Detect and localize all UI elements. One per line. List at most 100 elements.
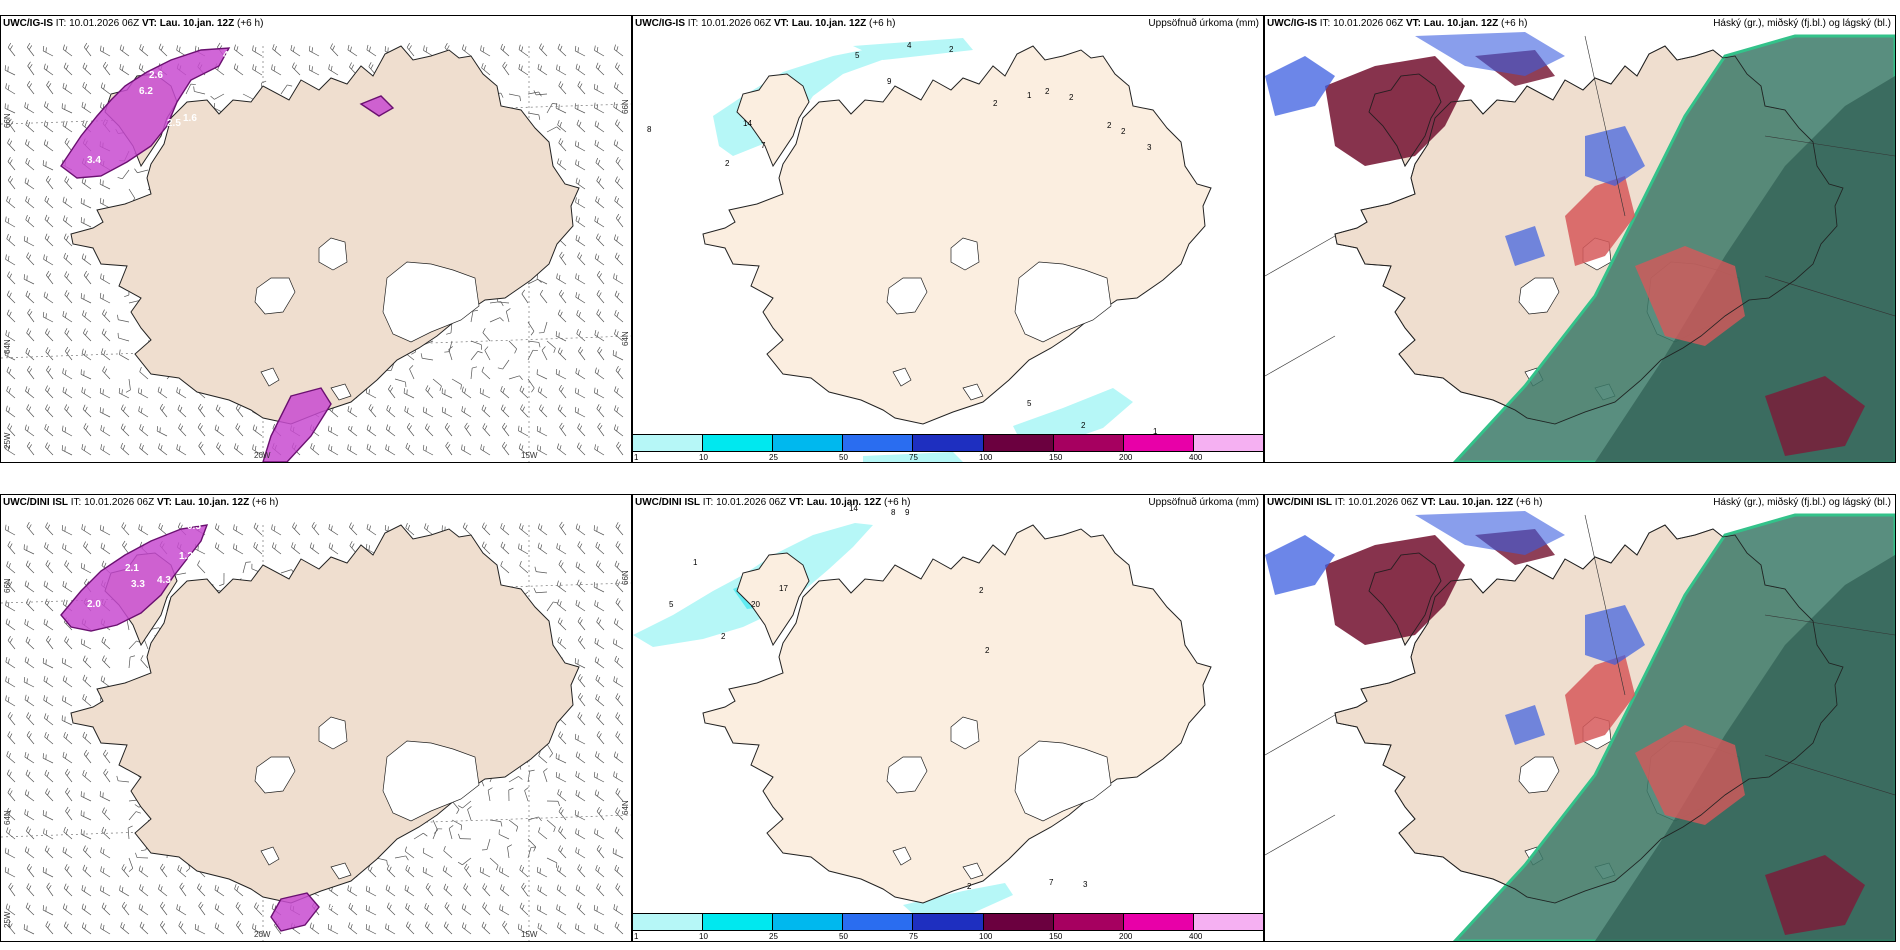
wind-barb-feather xyxy=(556,443,560,449)
wind-barb xyxy=(577,692,586,707)
wind-barb-staff xyxy=(100,297,111,304)
wind-barb-staff xyxy=(574,107,586,114)
wind-barb-staff xyxy=(44,238,54,247)
glacier-outline xyxy=(330,383,352,401)
wind-barb-staff xyxy=(83,275,92,285)
wind-barb-feather xyxy=(44,542,47,548)
wind-barb xyxy=(614,560,624,574)
glacier-outline xyxy=(382,261,480,343)
wind-barb-staff xyxy=(508,93,520,97)
wind-barb-staff xyxy=(234,888,244,897)
wind-barb-staff xyxy=(25,124,35,133)
wind-barb-staff xyxy=(539,294,548,304)
wind-barb-feather xyxy=(351,64,354,70)
wind-barb-feather xyxy=(102,199,104,205)
wind-barb-staff xyxy=(102,66,111,76)
wind-barb-feather xyxy=(43,63,46,69)
wind-barb-staff xyxy=(128,300,140,304)
wind-barb xyxy=(594,656,605,669)
wind-barb-staff xyxy=(45,180,54,190)
wind-barb-feather xyxy=(9,159,13,165)
wind-barb-staff xyxy=(7,47,16,57)
wind-barb-feather xyxy=(104,368,108,374)
wind-barb-feather xyxy=(595,751,598,757)
wind-barb-feather xyxy=(519,96,521,102)
wind-barb-staff xyxy=(537,871,548,878)
wind-barb-feather xyxy=(255,426,258,432)
wind-barb xyxy=(61,445,73,456)
wind-barb-feather xyxy=(558,806,562,812)
wind-barb xyxy=(388,384,396,399)
wind-barb-feather xyxy=(135,852,138,858)
wind-barb-feather xyxy=(330,43,333,49)
wind-barb-staff xyxy=(462,800,472,809)
wind-barb xyxy=(461,444,472,456)
wind-barb xyxy=(489,857,499,871)
wind-barb-feather xyxy=(8,882,12,888)
wind-barb-staff xyxy=(100,547,111,555)
glacier-outline xyxy=(1518,277,1560,315)
wind-barb xyxy=(537,386,548,399)
wind-barb-feather xyxy=(575,273,577,279)
wind-barb-feather xyxy=(23,235,26,241)
wind-barb-feather xyxy=(82,120,85,126)
wind-barb-feather xyxy=(559,349,563,355)
wind-barb-staff xyxy=(557,603,567,612)
wind-barb-feather xyxy=(594,216,597,222)
wind-barb-feather xyxy=(46,771,50,777)
wind-barb-feather xyxy=(292,522,295,528)
wind-barb-feather xyxy=(423,832,428,837)
westfjords-coastline xyxy=(736,73,810,168)
wind-barb-feather xyxy=(46,715,49,721)
wind-barb xyxy=(558,731,567,745)
wind-barb-feather xyxy=(9,273,12,279)
wind-barb-feather xyxy=(483,65,486,70)
wind-barb xyxy=(615,119,624,133)
wind-barb-feather xyxy=(100,444,103,450)
wind-barb-feather xyxy=(84,350,87,356)
wind-barb-feather xyxy=(597,791,600,797)
wind-barb-feather xyxy=(597,141,599,147)
wind-barb xyxy=(6,827,16,840)
wind-barb-staff xyxy=(138,528,149,536)
wind-barb-feather xyxy=(9,771,12,777)
wind-barb-feather xyxy=(61,525,64,531)
wind-barb-feather xyxy=(66,178,70,184)
wind-barb-staff xyxy=(546,743,553,754)
wind-barb-feather xyxy=(613,273,615,279)
wind-barb-feather xyxy=(82,694,85,700)
wind-barb xyxy=(593,525,605,536)
wind-barb-feather xyxy=(557,404,561,410)
wind-barb-feather xyxy=(158,43,162,49)
wind-barb xyxy=(328,425,339,437)
wind-barb-feather xyxy=(615,119,618,125)
wind-barb-feather xyxy=(574,658,577,664)
wind-barb-staff xyxy=(26,85,35,95)
colorbar-segment xyxy=(773,435,844,451)
wind-barb-feather xyxy=(64,290,68,295)
wind-barb-feather xyxy=(139,884,142,890)
wind-barb-feather xyxy=(368,545,370,551)
wind-barb-staff xyxy=(81,528,92,536)
wind-barb-feather xyxy=(481,541,485,547)
wind-barb-feather xyxy=(347,44,350,50)
wind-barb-staff xyxy=(272,48,282,57)
wind-barb-feather xyxy=(64,176,68,182)
wind-barb-feather xyxy=(46,365,50,371)
wind-barb-feather xyxy=(45,385,48,391)
wind-barb xyxy=(6,233,16,247)
wind-barb-feather xyxy=(313,524,317,530)
wind-barb xyxy=(44,233,54,247)
wind-barb-feather xyxy=(47,638,52,643)
wind-barb-feather xyxy=(66,140,70,146)
colorbar-tick-label: 25 xyxy=(769,453,778,462)
wind-barb-feather xyxy=(47,83,52,88)
wind-barb-feather xyxy=(8,905,11,911)
wind-barb-feather xyxy=(46,80,50,86)
wind-barb-feather xyxy=(558,773,560,779)
wind-barb xyxy=(158,884,168,897)
wind-barb-feather xyxy=(198,403,202,409)
wind-barb-feather xyxy=(160,901,164,907)
wind-barb-staff xyxy=(615,161,624,171)
wind-barb-feather xyxy=(463,883,467,889)
